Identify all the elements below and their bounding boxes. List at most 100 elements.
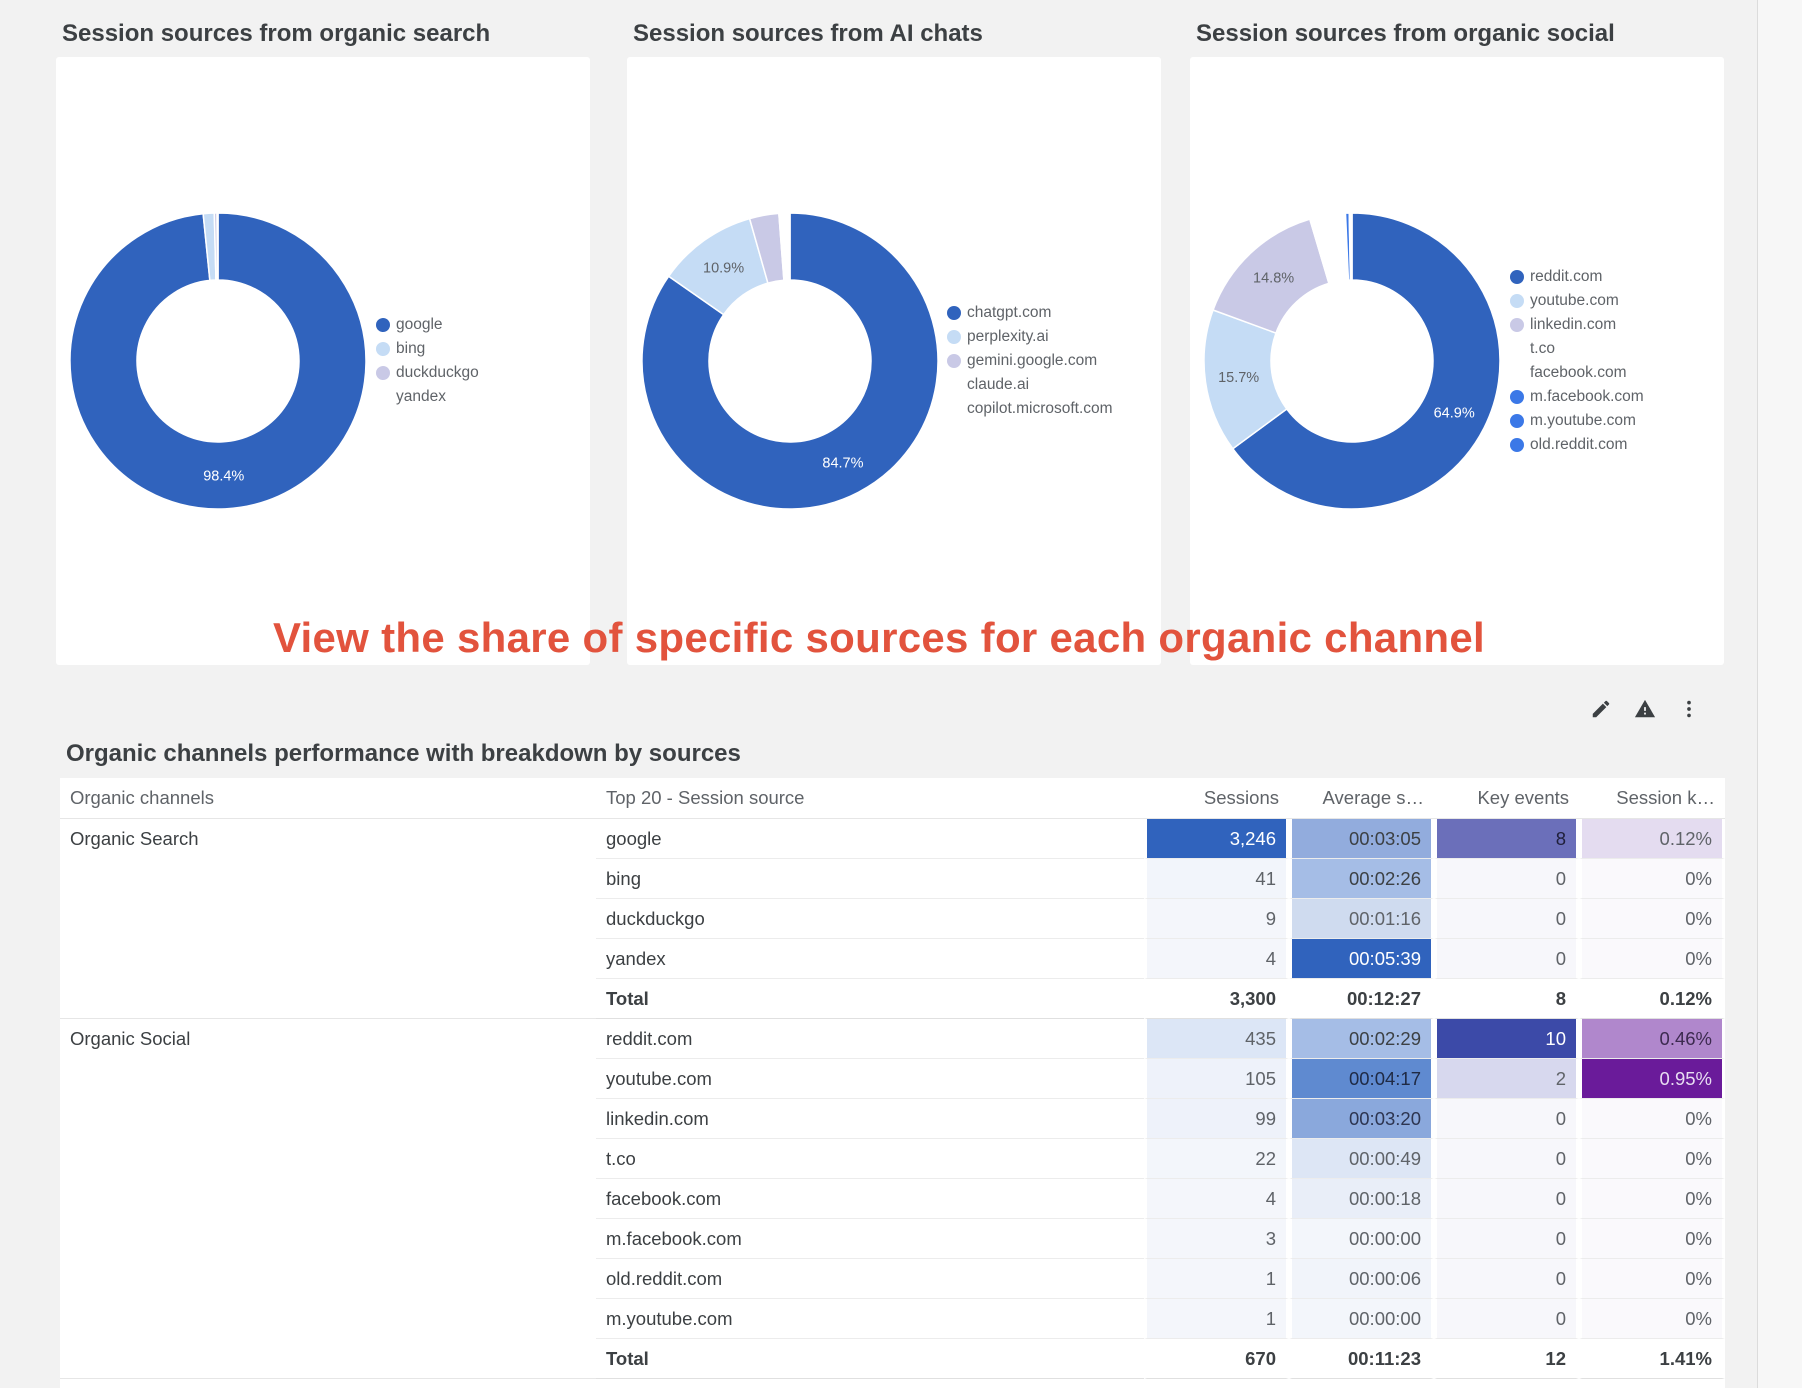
legend-item[interactable]: m.youtube.com xyxy=(1510,409,1644,433)
table-row[interactable]: duckduckgo 9 00:01:16 0 0% xyxy=(60,899,1725,939)
table-row[interactable]: t.co 22 00:00:49 0 0% xyxy=(60,1139,1725,1179)
annotation-text: View the share of specific sources for e… xyxy=(272,614,1485,661)
total-cell-session-key-rate: 1.41% xyxy=(1579,1339,1725,1379)
chart-title-ai-chats: Session sources from AI chats xyxy=(633,20,983,47)
legend-item[interactable]: copilot.microsoft.com xyxy=(947,397,1113,421)
legend-item[interactable]: facebook.com xyxy=(1510,361,1644,385)
cell-sessions: 1 xyxy=(1144,1299,1289,1339)
table-row[interactable]: old.reddit.com 1 00:00:06 0 0% xyxy=(60,1259,1725,1299)
donut-chart-organic-search[interactable]: 98.4% xyxy=(56,57,590,665)
legend-label: copilot.microsoft.com xyxy=(967,400,1113,417)
table-row[interactable]: Organic Search google 3,246 00:03:05 8 0.12% xyxy=(60,819,1725,1019)
cell-session-key-rate: 0% xyxy=(1579,899,1725,939)
legend-swatch xyxy=(947,354,961,368)
table-row[interactable]: facebook.com 4 00:00:18 0 0% xyxy=(60,1179,1725,1219)
legend-label: google xyxy=(396,316,443,333)
chart-card-ai-chats[interactable]: 84.7% 10.9% chatgpt.com perplexity.ai gemin… xyxy=(627,57,1161,665)
table-row[interactable]: m.facebook.com 3 00:00:00 0 0% xyxy=(60,1219,1725,1259)
cell-source: facebook.com xyxy=(596,1179,1144,1219)
chart-card-organic-social[interactable]: 64.9% 15.7% 14.8% reddit.com youtube.com lin… xyxy=(1190,57,1724,665)
cell-session-key-rate: 0% xyxy=(1579,1259,1725,1299)
legend-swatch xyxy=(1510,438,1524,452)
table-row[interactable]: m.youtube.com 1 00:00:00 0 0% xyxy=(60,1299,1725,1339)
more-vert-icon[interactable] xyxy=(1676,696,1702,722)
legend-item[interactable]: bing xyxy=(376,337,479,361)
table-total-row: Total 670 00:11:23 12 1.41% xyxy=(60,1339,1725,1379)
legend-swatch xyxy=(1510,270,1524,284)
cell-sessions: 1 xyxy=(1144,1259,1289,1299)
legend-item[interactable]: old.reddit.com xyxy=(1510,433,1644,457)
cell-average-session: 00:02:26 xyxy=(1289,859,1434,899)
legend-swatch xyxy=(947,402,961,416)
pie-slice-chatgpt-com[interactable] xyxy=(641,212,939,510)
total-cell-key-events: 12 xyxy=(1434,1339,1579,1379)
legend-ai-chats: chatgpt.com perplexity.ai gemini.google.co… xyxy=(947,301,1113,421)
cell-sessions: 435 xyxy=(1144,1019,1289,1059)
legend-item[interactable]: gemini.google.com xyxy=(947,349,1113,373)
legend-item[interactable]: perplexity.ai xyxy=(947,325,1113,349)
cell-key-events: 2 xyxy=(1434,1059,1579,1099)
cell-sessions: 9 xyxy=(1144,899,1289,939)
cell-source: duckduckgo xyxy=(596,899,1144,939)
donut-chart-ai-chats[interactable]: 84.7% 10.9% xyxy=(627,57,1161,665)
chart-card-organic-search[interactable]: 98.4% google bing duckduckgo yandex xyxy=(56,57,590,665)
cell-session-key-rate: 0% xyxy=(1579,1299,1725,1339)
cell-source: bing xyxy=(596,859,1144,899)
pie-data-label: 10.9% xyxy=(703,261,744,277)
header-key-events[interactable]: Key events xyxy=(1434,778,1579,819)
total-cell-average-session: 00:11:23 xyxy=(1289,1339,1434,1379)
legend-label: yandex xyxy=(396,388,446,405)
legend-item[interactable]: t.co xyxy=(1510,337,1644,361)
performance-table-container: Organic channels Top 20 - Session source… xyxy=(60,778,1725,1388)
cell-key-events: 0 xyxy=(1434,1139,1579,1179)
right-scroll-edge[interactable] xyxy=(1757,0,1802,1388)
legend-label: facebook.com xyxy=(1530,364,1627,381)
table-row[interactable]: Organic Social reddit.com 435 00:02:29 10 0.4… xyxy=(60,1019,1725,1379)
cell-key-events: 0 xyxy=(1434,1219,1579,1259)
legend-swatch xyxy=(376,390,390,404)
pie-slice-old-reddit-com[interactable] xyxy=(1349,212,1353,281)
legend-swatch xyxy=(376,366,390,380)
legend-swatch xyxy=(1510,318,1524,332)
legend-item[interactable]: reddit.com xyxy=(1510,265,1644,289)
cell-sessions: 3 xyxy=(1144,1219,1289,1259)
legend-item[interactable]: google xyxy=(376,313,479,337)
cell-source: old.reddit.com xyxy=(596,1259,1144,1299)
pie-data-label: 64.9% xyxy=(1434,406,1475,422)
cell-sessions: 99 xyxy=(1144,1099,1289,1139)
table-row[interactable]: bing 41 00:02:26 0 0% xyxy=(60,859,1725,899)
cell-key-events: 10 xyxy=(1434,1019,1579,1059)
performance-table: Organic channels Top 20 - Session source… xyxy=(60,778,1725,1379)
legend-item[interactable]: linkedin.com xyxy=(1510,313,1644,337)
total-cell-sessions: 3,300 xyxy=(1144,979,1289,1019)
legend-item[interactable]: duckduckgo xyxy=(376,361,479,385)
legend-item[interactable]: youtube.com xyxy=(1510,289,1644,313)
header-session-key-rate[interactable]: Session k… xyxy=(1579,778,1725,819)
table-row[interactable]: yandex 4 00:05:39 0 0% xyxy=(60,939,1725,979)
pie-data-label: 98.4% xyxy=(203,468,244,484)
pie-slice-copilot-microsoft-com[interactable] xyxy=(785,212,791,281)
header-organic-channels[interactable]: Organic channels xyxy=(60,778,596,819)
pencil-icon[interactable] xyxy=(1588,696,1614,722)
chart-title-organic-search: Session sources from organic search xyxy=(62,20,491,47)
donut-chart-organic-social[interactable]: 64.9% 15.7% 14.8% xyxy=(1190,57,1724,665)
warning-icon[interactable] xyxy=(1632,696,1658,722)
legend-item[interactable]: yandex xyxy=(376,385,479,409)
legend-item[interactable]: chatgpt.com xyxy=(947,301,1113,325)
legend-item[interactable]: claude.ai xyxy=(947,373,1113,397)
header-session-source[interactable]: Top 20 - Session source xyxy=(596,778,1144,819)
pie-slice-reddit-com[interactable] xyxy=(1231,212,1501,510)
cell-sessions: 105 xyxy=(1144,1059,1289,1099)
cell-key-events: 0 xyxy=(1434,859,1579,899)
header-average-session[interactable]: Average s… xyxy=(1289,778,1434,819)
table-row[interactable]: youtube.com 105 00:04:17 2 0.95% xyxy=(60,1059,1725,1099)
cell-key-events: 0 xyxy=(1434,1259,1579,1299)
table-row[interactable]: linkedin.com 99 00:03:20 0 0% xyxy=(60,1099,1725,1139)
legend-item[interactable]: m.facebook.com xyxy=(1510,385,1644,409)
legend-label: claude.ai xyxy=(967,376,1030,393)
header-sessions[interactable]: Sessions xyxy=(1144,778,1289,819)
pie-slice-google[interactable] xyxy=(69,212,367,510)
pie-slice-yandex[interactable] xyxy=(216,212,219,281)
legend-label: old.reddit.com xyxy=(1530,436,1628,453)
cell-average-session: 00:00:00 xyxy=(1289,1299,1434,1339)
